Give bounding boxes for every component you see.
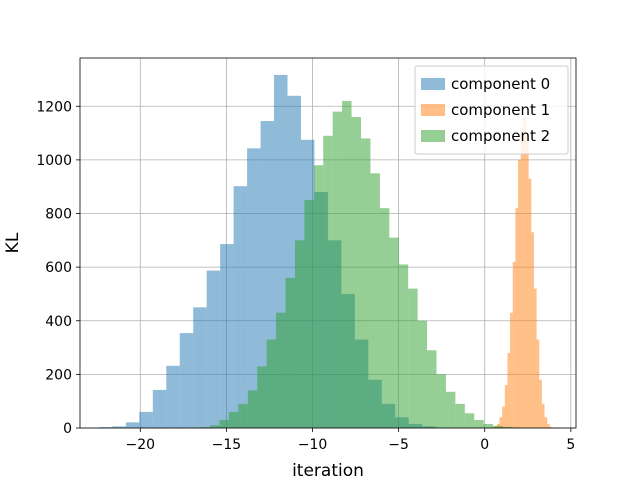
histogram-bar — [139, 411, 153, 428]
histogram-bar — [209, 425, 220, 428]
histogram-bar — [417, 320, 428, 428]
x-tick-label: 5 — [566, 437, 575, 453]
y-tick-label: 1200 — [36, 99, 72, 115]
y-tick-label: 200 — [45, 367, 72, 383]
histogram-bar — [445, 391, 456, 428]
histogram-bar — [499, 417, 503, 428]
histogram-bar — [247, 390, 258, 428]
x-tick-label: 0 — [480, 437, 489, 453]
histogram-bar — [379, 208, 390, 428]
histogram-bar — [370, 173, 380, 428]
histogram-bar — [474, 419, 484, 428]
histogram-bar — [526, 133, 529, 429]
histogram-bar — [152, 389, 167, 428]
histogram-bar — [285, 277, 295, 428]
histogram-bar — [507, 352, 511, 428]
legend-label: component 1 — [451, 101, 550, 119]
y-tick-label: 600 — [45, 260, 72, 276]
x-axis-label: iteration — [292, 461, 364, 480]
x-tick-label: −15 — [212, 437, 242, 453]
histogram-bar — [502, 426, 513, 428]
histogram-bar — [389, 237, 399, 428]
histogram-bar — [360, 138, 371, 428]
histogram-bar — [206, 270, 221, 428]
histogram-bar — [547, 423, 550, 428]
histogram-bar — [512, 261, 516, 428]
ticks: −20 −15 −10 −5 0 5 0 200 400 600 800 1000 1200 — [36, 99, 575, 453]
histogram-bar — [332, 111, 343, 428]
histogram-bar — [342, 100, 352, 428]
histogram-bar — [493, 425, 503, 428]
histogram-bar — [427, 350, 437, 428]
histogram-bar — [398, 264, 409, 428]
y-tick-label: 1000 — [36, 153, 72, 169]
histogram-bar — [518, 159, 521, 428]
bars — [98, 74, 553, 429]
histogram-bar — [436, 374, 446, 428]
legend-swatch — [421, 130, 445, 142]
histogram-bar — [233, 186, 248, 428]
histogram-bar — [464, 413, 475, 428]
histogram-bar — [266, 339, 277, 428]
histogram-bar — [536, 339, 540, 428]
legend-swatch — [421, 104, 445, 116]
histogram-bar — [533, 288, 537, 428]
y-tick-label: 0 — [63, 421, 72, 437]
histogram-bar — [98, 427, 113, 428]
series-1-bars — [491, 116, 553, 429]
x-tick-label: −5 — [388, 437, 409, 453]
y-tick-label: 400 — [45, 314, 72, 330]
histogram-bar — [539, 379, 542, 428]
histogram-bar — [483, 423, 494, 428]
histogram-bar — [515, 208, 519, 428]
x-tick-label: −20 — [126, 437, 156, 453]
plot-frame — [79, 57, 577, 429]
histogram-bar — [238, 403, 248, 428]
x-tick-label: −10 — [298, 437, 328, 453]
histogram-bar — [257, 366, 267, 428]
histogram-bar — [125, 422, 140, 428]
legend-label: component 0 — [451, 75, 550, 93]
histogram-bar — [219, 419, 229, 428]
histogram-bar — [520, 127, 524, 428]
histogram-bar — [200, 427, 210, 428]
histogram-bar — [502, 406, 505, 428]
histogram-bar — [323, 135, 333, 429]
histogram-bar — [408, 288, 418, 428]
histogram-bar — [510, 312, 513, 428]
histogram-bar — [455, 403, 465, 428]
histogram-bar — [304, 200, 314, 428]
histogram-bar — [523, 116, 527, 428]
series-2-bars — [200, 100, 522, 429]
histogram-bar — [220, 244, 234, 428]
histogram-bar — [544, 417, 548, 428]
y-tick-label: 800 — [45, 207, 72, 223]
y-axis-label: KL — [3, 232, 23, 253]
histogram-bar — [247, 148, 261, 428]
histogram-bar — [179, 333, 194, 428]
histogram-bar — [351, 116, 361, 428]
histogram-bar — [112, 426, 126, 428]
legend-label: component 2 — [451, 127, 550, 145]
histogram-bar — [294, 240, 305, 428]
histogram-bar — [276, 312, 286, 428]
histogram-bar — [228, 411, 239, 428]
histogram-bar — [541, 403, 545, 428]
legend-box — [414, 65, 569, 155]
histogram-bar — [313, 165, 324, 428]
histogram-bar — [166, 365, 180, 428]
histogram-bar — [549, 426, 553, 428]
histogram-bar — [528, 178, 532, 428]
histogram-bar — [193, 307, 207, 428]
histogram-bar — [531, 232, 534, 428]
histogram-bar — [504, 385, 508, 428]
legend: component 0 component 1 component 2 — [414, 65, 569, 155]
legend-swatch — [421, 78, 445, 90]
